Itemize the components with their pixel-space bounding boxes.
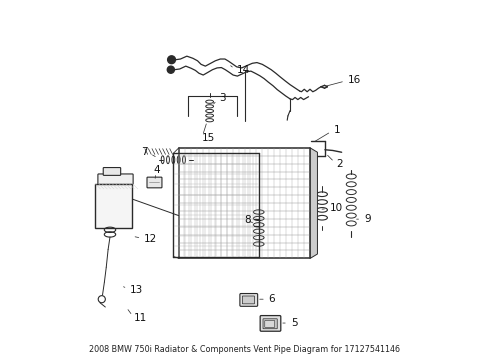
Text: 15: 15 [202, 133, 215, 143]
FancyBboxPatch shape [264, 320, 274, 327]
Text: 1: 1 [333, 125, 339, 135]
Text: 8: 8 [244, 215, 251, 225]
Text: 16: 16 [347, 75, 360, 85]
FancyBboxPatch shape [103, 167, 121, 175]
Text: 11: 11 [134, 313, 147, 323]
FancyBboxPatch shape [98, 174, 133, 184]
FancyBboxPatch shape [260, 316, 280, 331]
Text: 5: 5 [290, 318, 297, 328]
Circle shape [167, 66, 174, 73]
Text: 6: 6 [268, 294, 275, 304]
FancyBboxPatch shape [95, 184, 132, 228]
Text: 9: 9 [363, 214, 370, 224]
FancyBboxPatch shape [242, 296, 254, 304]
Text: 2008 BMW 750i Radiator & Components Vent Pipe Diagram for 17127541146: 2008 BMW 750i Radiator & Components Vent… [89, 345, 399, 354]
Text: 2: 2 [336, 159, 342, 169]
Text: 10: 10 [329, 203, 342, 213]
Text: 3: 3 [219, 93, 225, 103]
FancyBboxPatch shape [263, 319, 277, 329]
Polygon shape [310, 148, 317, 258]
Text: 13: 13 [130, 285, 143, 294]
Text: 12: 12 [144, 234, 157, 244]
Text: 7: 7 [141, 147, 147, 157]
Text: 4: 4 [153, 165, 159, 175]
FancyBboxPatch shape [147, 177, 162, 188]
FancyBboxPatch shape [240, 293, 257, 306]
Text: 14: 14 [236, 66, 249, 75]
Circle shape [167, 56, 175, 64]
